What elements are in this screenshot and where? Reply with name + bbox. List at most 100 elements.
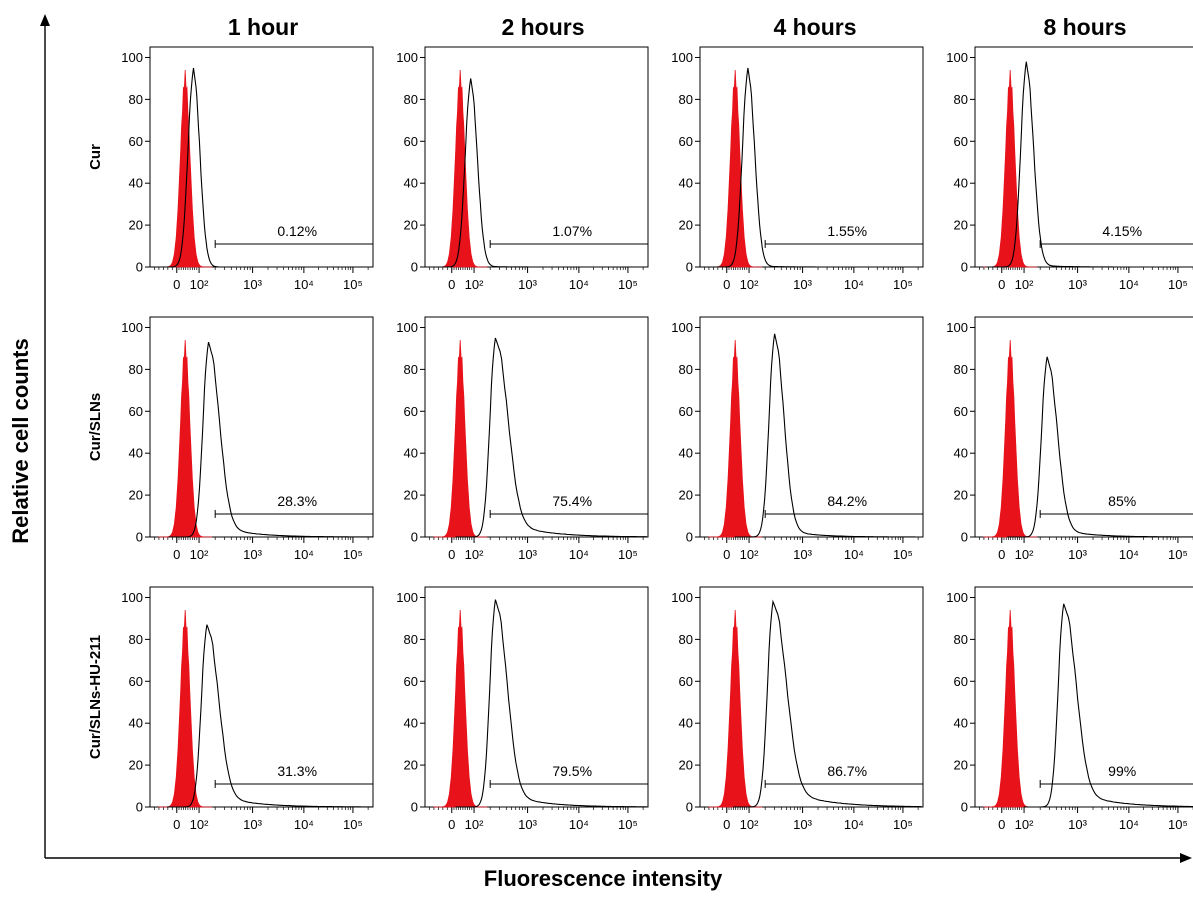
y-tick-label: 80 [129, 92, 143, 107]
y-tick-label: 20 [129, 488, 143, 503]
panel-grid: 0 20 40 60 80 100 0 10² 10³ 10⁴ 10⁵ 0.12% 0 20 40 60 80 1… [121, 46, 1193, 832]
y-axis-title: Relative cell counts [8, 338, 33, 543]
gate-percent-label: 99% [1108, 763, 1136, 779]
histogram-panel: 0 20 40 60 80 100 0 10² 10³ 10⁴ 10⁵ 79.5% [396, 586, 649, 832]
column-title: 4 hours [773, 14, 856, 40]
x-tick-label: 0 [723, 277, 730, 292]
y-tick-label: 60 [129, 134, 143, 149]
column-title: 1 hour [228, 14, 298, 40]
sample-histogram [430, 78, 576, 268]
y-tick-label: 0 [136, 800, 143, 815]
control-histogram [983, 609, 1038, 808]
x-tick-label: 0 [998, 277, 1005, 292]
x-tick-label: 0 [998, 547, 1005, 562]
x-axis-title: Fluorescence intensity [484, 866, 723, 891]
gate-percent-label: 1.07% [552, 223, 592, 239]
x-tick-label: 10³ [518, 547, 537, 562]
y-tick-label: 20 [679, 758, 693, 773]
y-tick-label: 80 [404, 92, 418, 107]
x-tick-label: 0 [173, 817, 180, 832]
x-tick-label: 10² [1015, 277, 1034, 292]
sample-histogram [168, 341, 373, 538]
gate-percent-label: 86.7% [827, 763, 867, 779]
control-histogram [158, 69, 213, 268]
panel-frame [699, 586, 924, 808]
gate-percent-label: 79.5% [552, 763, 592, 779]
y-tick-label: 80 [404, 632, 418, 647]
y-tick-label: 40 [954, 176, 968, 191]
y-tick-label: 100 [121, 50, 143, 65]
gate-percent-label: 85% [1108, 493, 1136, 509]
y-tick-label: 80 [679, 632, 693, 647]
y-tick-label: 60 [129, 404, 143, 419]
y-tick-label: 0 [411, 260, 418, 275]
y-tick-label: 100 [121, 590, 143, 605]
gate-percent-label: 28.3% [277, 493, 317, 509]
sample-histogram [166, 624, 373, 808]
x-tick-label: 0 [723, 547, 730, 562]
x-tick-label: 10³ [793, 277, 812, 292]
sample-histogram [986, 61, 1140, 268]
histogram-panel: 0 20 40 60 80 100 0 10² 10³ 10⁴ 10⁵ 86.7% [671, 586, 924, 832]
outer-axes: Fluorescence intensity Relative cell coun… [8, 14, 1192, 891]
gate-percent-label: 31.3% [277, 763, 317, 779]
x-tick-label: 10⁵ [343, 817, 363, 832]
x-tick-label: 10⁵ [343, 277, 363, 292]
histogram-panel: 0 20 40 60 80 100 0 10² 10³ 10⁴ 10⁵ 99% [946, 586, 1193, 832]
x-tick-label: 10⁵ [618, 547, 638, 562]
x-tick-label: 10³ [243, 817, 262, 832]
y-tick-label: 60 [679, 674, 693, 689]
x-tick-label: 10⁵ [343, 547, 363, 562]
y-tick-label: 40 [679, 716, 693, 731]
sample-histogram [734, 333, 919, 538]
row-label: Cur/SLNs-HU-211 [87, 635, 104, 759]
x-tick-label: 10⁴ [569, 277, 589, 292]
control-histogram [983, 339, 1038, 538]
x-tick-label: 10⁴ [1119, 277, 1139, 292]
y-tick-label: 100 [396, 590, 418, 605]
y-tick-label: 80 [954, 362, 968, 377]
y-tick-label: 40 [679, 176, 693, 191]
x-tick-label: 0 [448, 277, 455, 292]
x-tick-label: 10⁵ [1168, 817, 1188, 832]
y-tick-label: 80 [129, 362, 143, 377]
x-tick-label: 10⁴ [294, 817, 314, 832]
sample-histogram [733, 599, 922, 808]
x-tick-label: 10³ [793, 547, 812, 562]
x-tick-label: 10³ [1068, 277, 1087, 292]
y-tick-label: 20 [404, 218, 418, 233]
y-tick-label: 100 [946, 50, 968, 65]
control-histogram [433, 609, 488, 808]
y-tick-label: 40 [954, 446, 968, 461]
sample-histogram [1007, 356, 1193, 538]
x-tick-label: 10⁴ [844, 277, 864, 292]
gate-percent-label: 1.55% [827, 223, 867, 239]
column-title: 8 hours [1043, 14, 1126, 40]
gate-percent-label: 84.2% [827, 493, 867, 509]
x-tick-label: 10² [1015, 547, 1034, 562]
y-tick-label: 60 [129, 674, 143, 689]
y-tick-label: 80 [679, 362, 693, 377]
y-tick-label: 80 [404, 362, 418, 377]
sample-histogram [153, 67, 295, 268]
y-tick-label: 0 [136, 530, 143, 545]
histogram-panel: 0 20 40 60 80 100 0 10² 10³ 10⁴ 10⁵ 75.4% [396, 316, 649, 562]
y-axis-arrowhead [40, 14, 50, 26]
y-tick-label: 60 [404, 404, 418, 419]
histogram-panel: 0 20 40 60 80 100 0 10² 10³ 10⁴ 10⁵ 4.15% [946, 46, 1193, 292]
sample-histogram [1023, 603, 1193, 808]
y-tick-label: 40 [404, 176, 418, 191]
x-tick-label: 10³ [1068, 547, 1087, 562]
y-tick-label: 60 [954, 404, 968, 419]
y-tick-label: 40 [129, 446, 143, 461]
histogram-panel: 0 20 40 60 80 100 0 10² 10³ 10⁴ 10⁵ 85% [946, 316, 1193, 562]
y-tick-label: 100 [396, 50, 418, 65]
x-tick-label: 10² [740, 547, 759, 562]
y-tick-label: 60 [404, 134, 418, 149]
x-tick-label: 10³ [518, 817, 537, 832]
histogram-panel: 0 20 40 60 80 100 0 10² 10³ 10⁴ 10⁵ 1.55% [671, 46, 924, 292]
y-tick-label: 20 [404, 758, 418, 773]
y-tick-label: 60 [404, 674, 418, 689]
x-tick-label: 0 [448, 547, 455, 562]
y-tick-label: 100 [671, 320, 693, 335]
